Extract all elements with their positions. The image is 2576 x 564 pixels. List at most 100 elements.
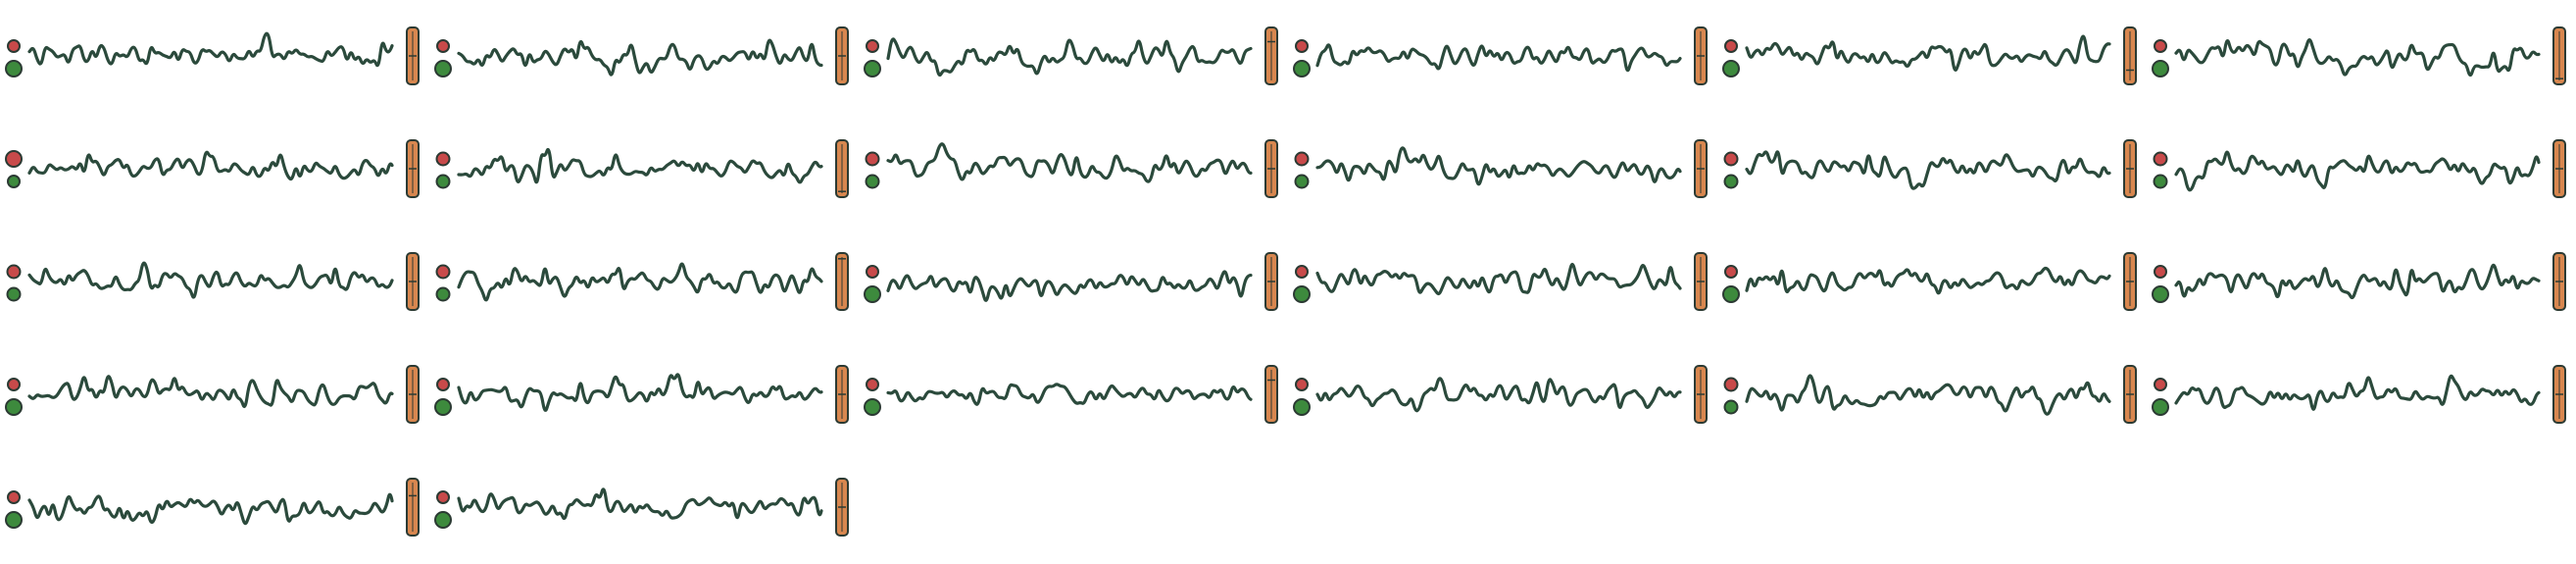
waveform-line: [27, 492, 394, 526]
track-graphic: [5, 139, 420, 198]
red-dot-icon[interactable]: [435, 151, 451, 167]
green-dot-icon[interactable]: [1722, 60, 1740, 77]
green-dot-icon[interactable]: [1294, 174, 1310, 189]
green-dot-icon[interactable]: [434, 60, 452, 77]
track-cell: [0, 451, 429, 564]
green-dot-icon[interactable]: [6, 286, 22, 302]
red-dot-icon[interactable]: [866, 265, 879, 279]
green-dot-icon[interactable]: [7, 175, 21, 188]
green-dot-icon[interactable]: [865, 174, 880, 189]
track-cell: [0, 226, 429, 338]
green-dot-icon[interactable]: [5, 60, 23, 77]
red-dot-icon[interactable]: [1724, 265, 1738, 279]
green-dot-icon[interactable]: [1723, 399, 1739, 415]
green-dot-icon[interactable]: [5, 511, 23, 529]
red-dot-icon[interactable]: [2154, 265, 2167, 279]
green-dot-icon[interactable]: [434, 511, 452, 529]
track-cell: [429, 451, 859, 564]
track-cell: [429, 338, 859, 451]
red-dot-icon[interactable]: [866, 39, 879, 53]
waveform-line: [1745, 34, 2111, 72]
red-dot-icon[interactable]: [5, 150, 23, 168]
track-graphic: [864, 252, 1278, 311]
track-graphic: [1722, 252, 2137, 311]
track-graphic: [5, 365, 420, 424]
green-dot-icon[interactable]: [1723, 174, 1739, 189]
green-dot-icon[interactable]: [1722, 285, 1740, 303]
track-cell: [1288, 338, 1717, 451]
green-dot-icon[interactable]: [2152, 285, 2169, 303]
red-dot-icon[interactable]: [436, 39, 450, 53]
red-dot-icon[interactable]: [2154, 378, 2167, 391]
red-dot-icon[interactable]: [7, 378, 21, 391]
waveform-line: [1315, 377, 1682, 413]
waveform-line: [1745, 150, 2111, 190]
green-dot-icon[interactable]: [2153, 174, 2168, 189]
green-dot-icon[interactable]: [1293, 398, 1311, 416]
waveform-line: [27, 375, 394, 408]
track-graphic: [1293, 252, 1708, 311]
waveform-line: [457, 262, 823, 302]
red-dot-icon[interactable]: [1723, 151, 1739, 167]
waveform-line: [886, 270, 1253, 302]
track-cell: [0, 338, 429, 451]
waveform-line: [1315, 262, 1682, 296]
red-dot-icon[interactable]: [1724, 39, 1738, 53]
red-dot-icon[interactable]: [1295, 265, 1309, 279]
red-dot-icon[interactable]: [7, 490, 21, 504]
red-dot-icon[interactable]: [435, 264, 451, 280]
red-dot-icon[interactable]: [1294, 151, 1310, 167]
track-graphic: [434, 478, 849, 537]
track-graphic: [2153, 139, 2566, 198]
waveform-line: [1315, 146, 1682, 186]
red-dot-icon[interactable]: [2153, 151, 2168, 167]
green-dot-icon[interactable]: [864, 285, 881, 303]
red-dot-icon[interactable]: [1295, 39, 1309, 53]
track-cell: [0, 0, 429, 113]
track-cell: [2147, 338, 2576, 451]
track-graphic: [2152, 365, 2566, 424]
green-dot-icon[interactable]: [434, 398, 452, 416]
red-dot-icon[interactable]: [6, 264, 22, 280]
red-dot-icon[interactable]: [1723, 377, 1739, 392]
track-cell: [1288, 0, 1717, 113]
track-cell: [1288, 113, 1717, 226]
track-graphic: [5, 478, 420, 537]
green-dot-icon[interactable]: [435, 286, 451, 302]
track-cell: [1717, 226, 2147, 338]
waveform-line: [1745, 374, 2111, 416]
track-graphic: [864, 365, 1278, 424]
waveform-line: [886, 383, 1253, 406]
track-graphic: [1294, 139, 1708, 198]
track-cell: [429, 0, 859, 113]
green-dot-icon[interactable]: [1293, 285, 1311, 303]
red-dot-icon[interactable]: [1295, 378, 1309, 391]
red-dot-icon[interactable]: [436, 378, 450, 391]
green-dot-icon[interactable]: [864, 60, 881, 77]
track-cell: [1288, 226, 1717, 338]
red-dot-icon[interactable]: [436, 490, 450, 504]
green-dot-icon[interactable]: [5, 398, 23, 416]
track-cell: [1717, 0, 2147, 113]
track-cell: [1717, 338, 2147, 451]
waveform-line: [2174, 263, 2541, 299]
track-graphic: [1722, 26, 2137, 85]
red-dot-icon[interactable]: [7, 39, 21, 53]
track-graphic: [434, 365, 849, 424]
green-dot-icon[interactable]: [1293, 60, 1311, 77]
green-dot-icon[interactable]: [2152, 60, 2169, 77]
red-dot-icon[interactable]: [866, 378, 879, 391]
waveform-line: [2174, 374, 2541, 411]
track-cell: [1717, 113, 2147, 226]
track-graphic: [434, 26, 849, 85]
track-cell: [2147, 113, 2576, 226]
green-dot-icon[interactable]: [864, 398, 881, 416]
green-dot-icon[interactable]: [435, 174, 451, 189]
track-cell: [2147, 0, 2576, 113]
red-dot-icon[interactable]: [865, 151, 880, 167]
green-dot-icon[interactable]: [2152, 398, 2169, 416]
waveform-line: [457, 487, 823, 521]
track-graphic: [1293, 26, 1708, 85]
red-dot-icon[interactable]: [2154, 39, 2167, 53]
